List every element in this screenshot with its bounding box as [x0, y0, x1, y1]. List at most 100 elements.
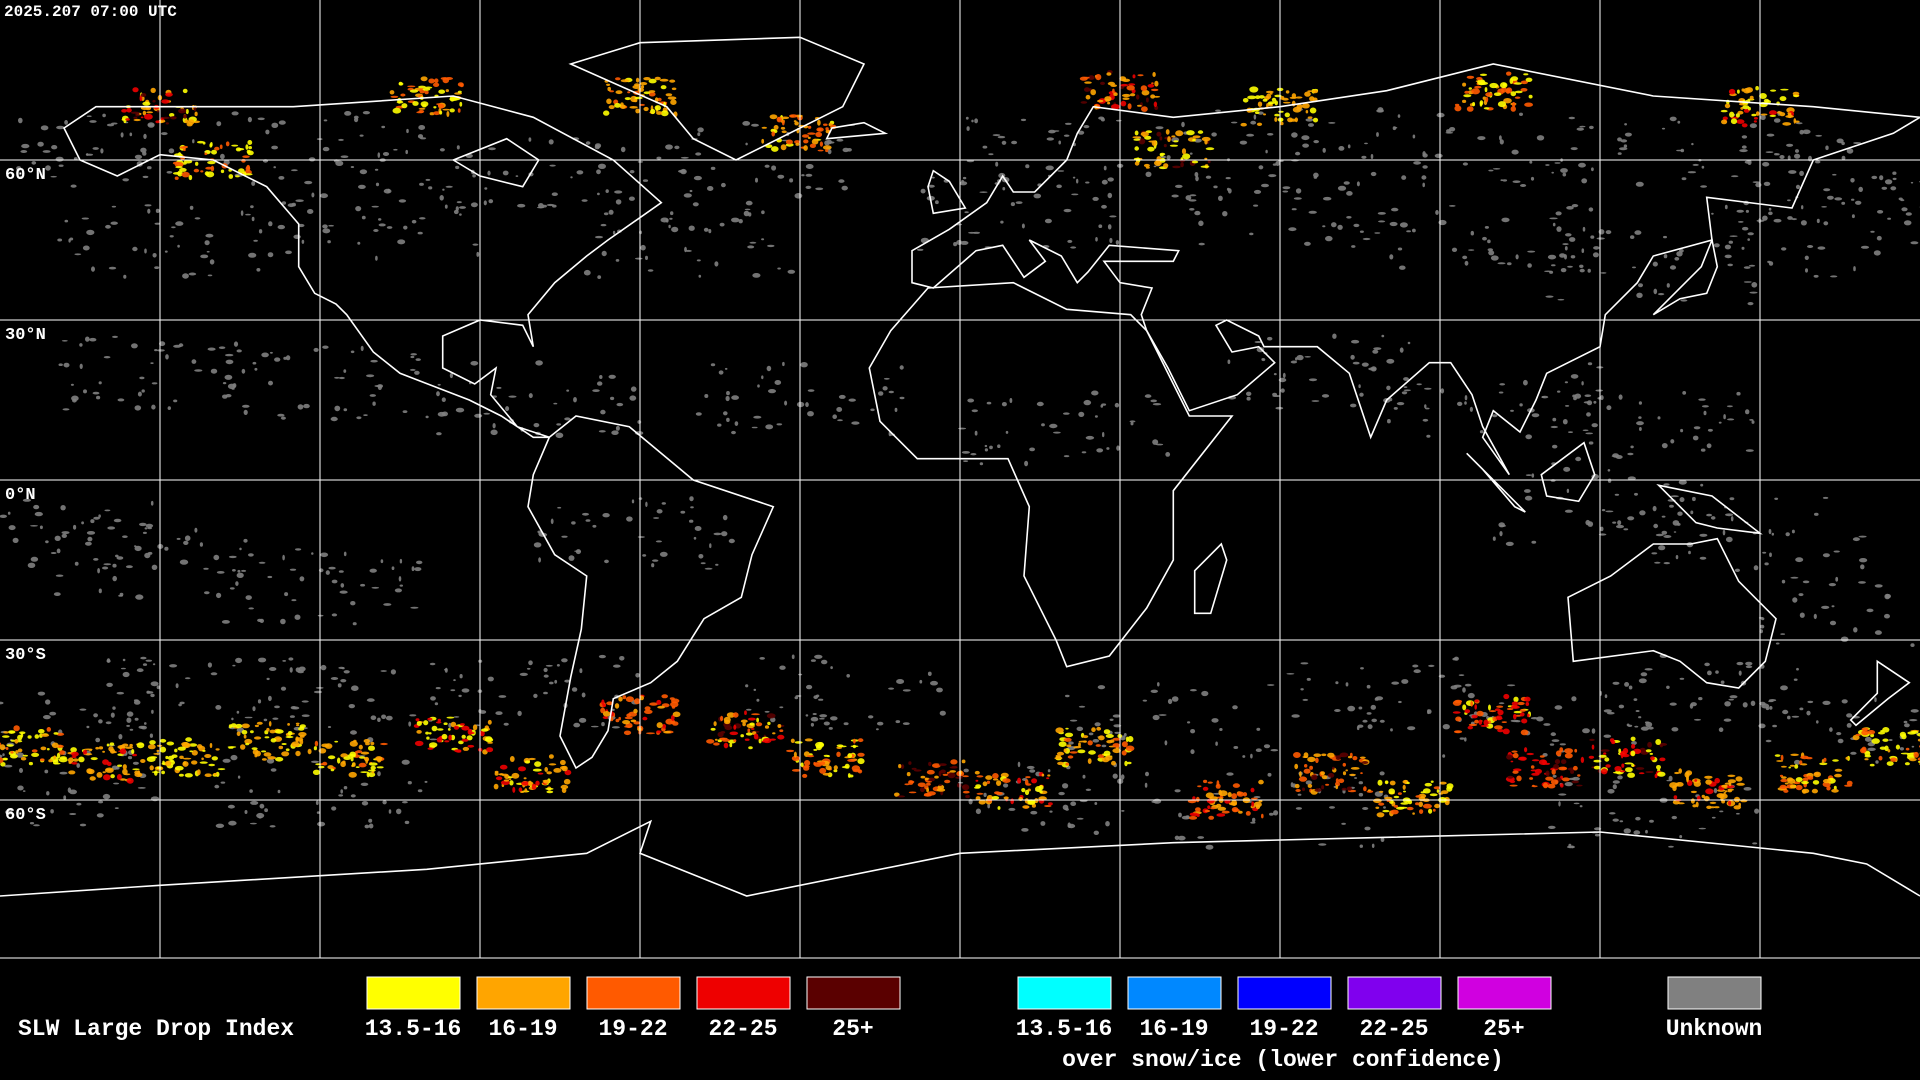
cloud-pixel [172, 172, 182, 175]
cloud-pixel [748, 746, 753, 750]
cloud-pixel [83, 389, 87, 394]
cloud-pixel [1884, 613, 1890, 619]
cloud-pixel [1531, 772, 1540, 776]
cloud-pixel [275, 757, 284, 762]
cloud-pixel [1201, 136, 1211, 142]
cloud-pixel [564, 769, 572, 776]
cloud-pixel [651, 563, 655, 568]
cloud-pixel [1568, 116, 1576, 120]
cloud-pixel [1562, 777, 1570, 782]
latitude-label: 60°N [5, 166, 46, 185]
cloud-pixel [222, 758, 231, 763]
cloud-pixel [958, 427, 967, 430]
cloud-pixel [1751, 420, 1755, 424]
cloud-pixel [1830, 275, 1838, 278]
cloud-pixel [470, 202, 478, 208]
cloud-pixel [418, 85, 426, 89]
cloud-pixel [31, 749, 38, 753]
cloud-pixel [244, 738, 253, 745]
cloud-pixel [144, 204, 152, 207]
cloud-pixel [1617, 775, 1623, 780]
cloud-pixel [710, 363, 716, 367]
cloud-pixel [445, 185, 453, 188]
cloud-pixel [710, 166, 716, 170]
cloud-pixel [1853, 266, 1856, 272]
cloud-pixel [1555, 211, 1562, 216]
cloud-pixel [1755, 86, 1759, 91]
cloud-pixel [1065, 762, 1069, 766]
cloud-pixel [263, 752, 272, 757]
cloud-pixel [181, 171, 190, 178]
cloud-pixel [812, 713, 817, 715]
cloud-pixel [656, 722, 663, 729]
cloud-pixel [197, 140, 205, 144]
cloud-pixel [1679, 248, 1684, 253]
cloud-pixel [1180, 162, 1184, 168]
cloud-pixel [1759, 624, 1765, 629]
cloud-pixel [934, 775, 939, 779]
cloud-pixel [564, 417, 571, 421]
cloud-pixel [1691, 142, 1694, 146]
cloud-pixel [418, 109, 425, 114]
cloud-pixel [1524, 489, 1531, 493]
cloud-pixel [49, 711, 57, 716]
cloud-pixel [689, 519, 694, 523]
cloud-pixel [1288, 227, 1297, 232]
cloud-pixel [1607, 469, 1611, 472]
cloud-pixel [459, 206, 466, 209]
cloud-pixel [484, 187, 488, 190]
cloud-pixel [1167, 136, 1171, 143]
cloud-pixel [1564, 782, 1573, 787]
cloud-pixel [259, 803, 265, 809]
cloud-pixel [1780, 765, 1787, 768]
cloud-pixel [1668, 775, 1673, 782]
cloud-pixel [183, 114, 187, 119]
cloud-pixel [643, 106, 649, 112]
cloud-pixel [448, 734, 452, 741]
cloud-pixel [1088, 732, 1094, 736]
cloud-pixel [1141, 89, 1150, 96]
cloud-pixel [1751, 113, 1757, 117]
cloud-pixel [1636, 292, 1643, 298]
cloud-pixel [1588, 755, 1595, 759]
cloud-pixel [313, 690, 323, 694]
cloud-pixel [398, 81, 403, 86]
cloud-pixel [601, 250, 607, 257]
cloud-pixel [939, 710, 946, 716]
cloud-pixel [459, 723, 465, 726]
cloud-pixel [338, 138, 344, 141]
cloud-pixel [1523, 379, 1528, 386]
cloud-pixel [56, 752, 61, 759]
cloud-pixel [1301, 135, 1310, 141]
cloud-pixel [1362, 807, 1369, 810]
cloud-pixel [437, 718, 441, 722]
cloud-pixel [1690, 798, 1695, 804]
cloud-pixel [1246, 391, 1252, 396]
cloud-pixel [334, 376, 340, 379]
cloud-pixel [1198, 242, 1205, 246]
cloud-pixel [1419, 809, 1424, 814]
cloud-pixel [1624, 682, 1630, 687]
cloud-pixel [1085, 788, 1092, 791]
cloud-pixel [926, 769, 935, 775]
cloud-pixel [585, 141, 591, 145]
cloud-pixel [70, 383, 74, 386]
cloud-pixel [992, 773, 999, 779]
cloud-pixel [744, 208, 751, 211]
cloud-layer [0, 70, 1920, 850]
cloud-pixel [122, 768, 128, 775]
cloud-pixel [390, 95, 399, 98]
cloud-pixel [177, 746, 186, 751]
cloud-pixel [1580, 756, 1585, 764]
cloud-pixel [524, 788, 528, 793]
cloud-pixel [1403, 377, 1409, 381]
cloud-pixel [15, 750, 19, 754]
cloud-pixel [786, 749, 795, 753]
cloud-pixel [440, 77, 448, 80]
cloud-pixel [236, 710, 240, 714]
cloud-pixel [1618, 394, 1623, 400]
cloud-pixel [1649, 819, 1654, 823]
cloud-pixel [1363, 786, 1367, 792]
cloud-pixel [1304, 356, 1311, 358]
cloud-pixel [398, 199, 407, 203]
